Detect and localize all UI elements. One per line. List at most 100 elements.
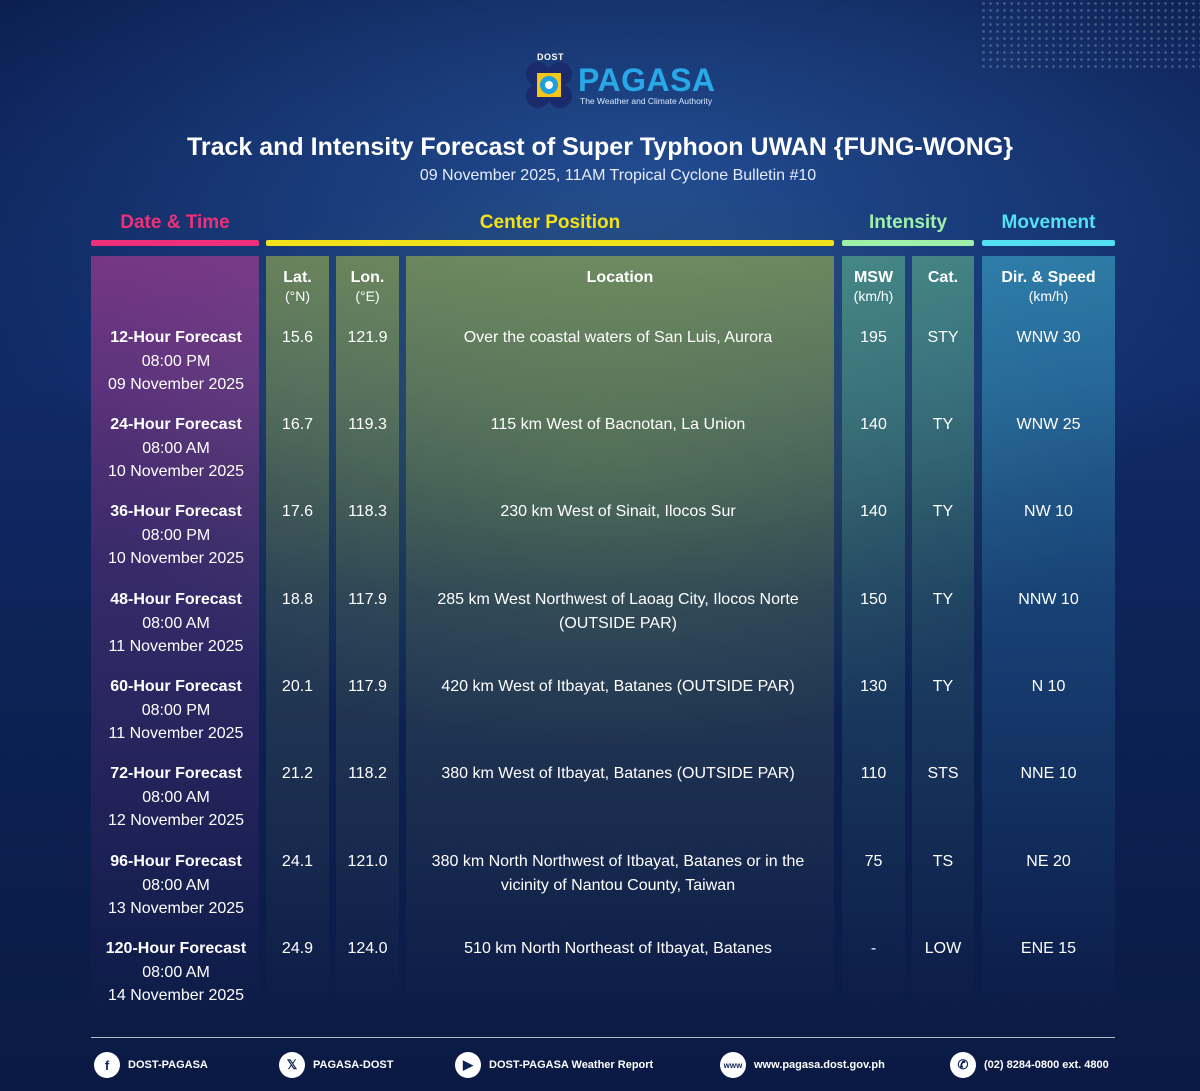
row-location: 115 km West of Bacnotan, La Union bbox=[490, 416, 746, 433]
row-lat: 24.9 bbox=[281, 940, 314, 957]
row-dir-speed: ENE 15 bbox=[1020, 940, 1077, 957]
row-location: 510 km North Northeast of Itbayat, Batan… bbox=[464, 940, 772, 957]
row-dir-speed: NE 20 bbox=[1026, 853, 1071, 870]
footer-x-label: PAGASA-DOST bbox=[313, 1059, 394, 1071]
row-datetime: 48-Hour Forecast 08:00 AM 11 November 2025 bbox=[108, 591, 244, 655]
group-underline-intensity bbox=[842, 240, 974, 246]
column-header-dir-speed: Dir. & Speed (km/h) bbox=[1001, 269, 1096, 304]
row-msw: 75 bbox=[864, 853, 883, 870]
row-msw: 140 bbox=[860, 503, 887, 520]
row-lon: 119.3 bbox=[348, 416, 387, 433]
agency-tagline: The Weather and Climate Authority bbox=[580, 96, 713, 106]
x-icon: 𝕏 bbox=[279, 1052, 305, 1078]
agency-name: PAGASA bbox=[578, 62, 716, 98]
row-dir-speed: NNE 10 bbox=[1020, 765, 1077, 782]
page-title: Track and Intensity Forecast of Super Ty… bbox=[186, 133, 1013, 161]
row-location: 380 km West of Itbayat, Batanes (OUTSIDE… bbox=[441, 765, 795, 782]
group-underline-center-position bbox=[266, 240, 834, 246]
footer-x[interactable]: 𝕏 PAGASA-DOST bbox=[279, 1052, 393, 1078]
row-cat: STS bbox=[927, 765, 959, 782]
row-lon: 117.9 bbox=[348, 678, 387, 695]
row-datetime: 12-Hour Forecast 08:00 PM 09 November 2025 bbox=[107, 329, 245, 393]
footer-youtube[interactable]: ▶ DOST-PAGASA Weather Report bbox=[455, 1052, 653, 1078]
column-bg-lat bbox=[266, 256, 329, 1008]
row-lat: 24.1 bbox=[281, 853, 314, 870]
row-msw: - bbox=[870, 940, 877, 957]
column-header-msw: MSW (km/h) bbox=[853, 269, 894, 304]
row-location: 420 km West of Itbayat, Batanes (OUTSIDE… bbox=[441, 678, 795, 695]
footer-divider bbox=[91, 1037, 1115, 1038]
footer-facebook[interactable]: f DOST-PAGASA bbox=[94, 1052, 208, 1078]
column-header-lat: Lat. (°N) bbox=[283, 269, 312, 304]
row-datetime: 24-Hour Forecast 08:00 AM 10 November 2025 bbox=[107, 416, 245, 480]
column-bg-lon bbox=[336, 256, 399, 1008]
footer-phone-label: (02) 8284-0800 ext. 4800 bbox=[984, 1059, 1109, 1071]
row-dir-speed: N 10 bbox=[1031, 678, 1066, 695]
row-location: 230 km West of Sinait, Ilocos Sur bbox=[500, 503, 736, 520]
row-datetime: 96-Hour Forecast 08:00 AM 13 November 2025 bbox=[107, 853, 245, 917]
column-header-location: Location bbox=[586, 269, 654, 286]
group-header-center-position: Center Position bbox=[479, 212, 621, 233]
row-dir-speed: WNW 25 bbox=[1016, 416, 1081, 433]
footer-phone[interactable]: ✆ (02) 8284-0800 ext. 4800 bbox=[950, 1052, 1109, 1078]
row-msw: 150 bbox=[860, 591, 887, 608]
phone-icon: ✆ bbox=[950, 1052, 976, 1078]
bulletin-subtitle: 09 November 2025, 11AM Tropical Cyclone … bbox=[419, 167, 817, 184]
row-datetime: 120-Hour Forecast 08:00 AM 14 November 202… bbox=[105, 940, 247, 1004]
row-cat: TY bbox=[932, 591, 954, 608]
row-lat: 15.6 bbox=[281, 329, 314, 346]
row-cat: TS bbox=[932, 853, 954, 870]
row-msw: 130 bbox=[860, 678, 887, 695]
dost-label: DOST bbox=[537, 52, 565, 62]
row-cat: STY bbox=[927, 329, 959, 346]
group-header-intensity: Intensity bbox=[868, 212, 948, 233]
row-lat: 20.1 bbox=[281, 678, 314, 695]
row-lon: 118.2 bbox=[348, 765, 387, 782]
pagasa-logo: DOST PAGASA The Weather and Climate Auth… bbox=[524, 52, 724, 110]
group-underline-date-time bbox=[91, 240, 259, 246]
decorative-dot-pattern bbox=[980, 0, 1200, 70]
facebook-icon: f bbox=[94, 1052, 120, 1078]
row-cat: TY bbox=[932, 503, 954, 520]
row-lon: 117.9 bbox=[348, 591, 387, 608]
row-dir-speed: NW 10 bbox=[1024, 503, 1073, 520]
row-lat: 16.7 bbox=[281, 416, 314, 433]
globe-icon: www bbox=[720, 1052, 746, 1078]
row-dir-speed: WNW 30 bbox=[1016, 329, 1081, 346]
row-lat: 17.6 bbox=[281, 503, 314, 520]
row-datetime: 60-Hour Forecast 08:00 PM 11 November 2025 bbox=[108, 678, 244, 742]
row-dir-speed: NNW 10 bbox=[1018, 591, 1079, 608]
footer-facebook-label: DOST-PAGASA bbox=[128, 1059, 208, 1071]
row-location: 380 km North Northwest of Itbayat, Batan… bbox=[431, 853, 805, 894]
row-cat: TY bbox=[932, 678, 954, 695]
column-bg-cat bbox=[912, 256, 974, 1008]
footer-youtube-label: DOST-PAGASA Weather Report bbox=[489, 1059, 654, 1071]
row-lon: 121.9 bbox=[347, 329, 388, 346]
column-header-lon: Lon. (°E) bbox=[350, 269, 385, 304]
group-underline-movement bbox=[982, 240, 1115, 246]
row-datetime: 36-Hour Forecast 08:00 PM 10 November 2025 bbox=[107, 503, 245, 567]
row-lon: 121.0 bbox=[347, 853, 388, 870]
column-header-cat: Cat. bbox=[927, 269, 959, 286]
row-cat: TY bbox=[932, 416, 954, 433]
row-lon: 124.0 bbox=[347, 940, 388, 957]
youtube-icon: ▶ bbox=[455, 1052, 481, 1078]
group-header-date-time: Date & Time bbox=[120, 212, 230, 233]
row-datetime: 72-Hour Forecast 08:00 AM 12 November 2025 bbox=[107, 765, 245, 829]
group-header-movement: Movement bbox=[1001, 212, 1096, 233]
row-msw: 195 bbox=[860, 329, 887, 346]
row-lat: 21.2 bbox=[281, 765, 314, 782]
row-location: 285 km West Northwest of Laoag City, Ilo… bbox=[437, 591, 799, 632]
footer-website-label: www.pagasa.dost.gov.ph bbox=[754, 1059, 885, 1071]
column-bg-movement bbox=[982, 256, 1115, 1008]
column-bg-location bbox=[406, 256, 834, 1008]
row-lon: 118.3 bbox=[348, 503, 387, 520]
column-bg-msw bbox=[842, 256, 905, 1008]
column-bg-date-time bbox=[91, 256, 259, 1008]
row-msw: 140 bbox=[860, 416, 887, 433]
row-cat: LOW bbox=[924, 940, 962, 957]
footer-website[interactable]: www www.pagasa.dost.gov.ph bbox=[720, 1052, 885, 1078]
pagasa-emblem-icon bbox=[526, 62, 572, 108]
row-msw: 110 bbox=[860, 765, 887, 782]
row-location: Over the coastal waters of San Luis, Aur… bbox=[463, 329, 773, 346]
